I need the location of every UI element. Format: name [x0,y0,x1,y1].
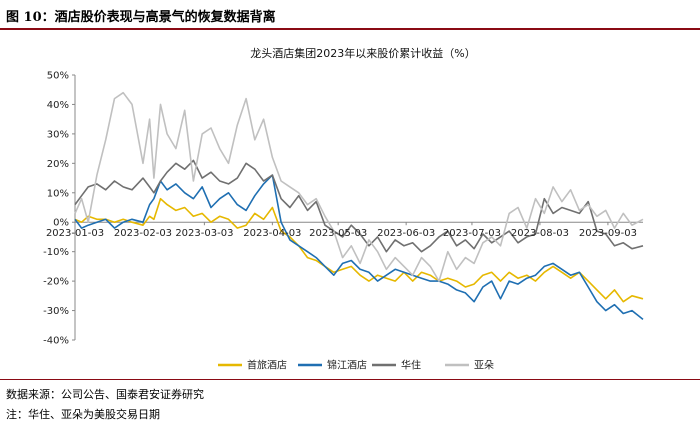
x-tick-label: 2023-05-03 [309,228,367,239]
y-tick-label: 0% [53,218,69,229]
legend-label: 亚朵 [474,360,494,372]
y-tick-label: 10% [47,188,69,199]
x-tick-label: 2023-06-03 [377,228,435,239]
chart-axes: 50% 40% 30% 20% 10% 0% -10% -20% -30% -40% [43,71,643,347]
chart-legend: 首旅酒店 锦江酒店 华住 亚朵 [218,359,494,372]
x-tick-label: 2023-04-03 [243,228,301,239]
series-line-亚朵 [74,91,644,282]
series-line-锦江酒店 [74,174,644,321]
source-note: 数据来源：公司公告、国泰君安证券研究 [6,388,204,401]
y-tick-label: 30% [47,129,69,140]
chart-title: 龙头酒店集团2023年以来股价累计收益（%） [250,46,475,60]
y-tick-label: -40% [43,336,69,347]
x-tick-label: 2023-03-03 [175,228,233,239]
x-tick-label: 2023-09-03 [579,228,637,239]
footnote: 注：华住、亚朵为美股交易日期 [6,408,160,421]
footer-rule [0,379,700,380]
y-tick-label: -20% [43,277,69,288]
y-tick-label: 20% [47,159,69,170]
x-tick-label: 2023-01-03 [46,228,104,239]
y-tick-label: -30% [43,306,69,317]
x-tick-label: 2023-08-03 [511,228,569,239]
x-tick-label: 2023-07-03 [443,228,501,239]
legend-label: 锦江酒店 [327,359,367,372]
legend-label: 首旅酒店 [247,359,287,372]
y-tick-label: -10% [43,247,69,258]
series-line-华住 [74,159,644,253]
chart-lines: 2023-01-03 2023-02-03 2023-03-03 2023-04-03… [46,91,644,321]
y-tick-label: 50% [47,71,69,82]
y-tick-label: 40% [47,100,69,111]
title-rule [0,28,700,30]
chart: 龙头酒店集团2023年以来股价累计收益（%） 50% 40% 30% 20% 10% 0%… [43,46,644,372]
x-tick-label: 2023-02-03 [114,228,172,239]
series-line-首旅酒店 [74,197,644,303]
figure-title: 图 10：酒店股价表现与高景气的恢复数据背离 [6,10,276,25]
legend-label: 华住 [401,359,421,372]
